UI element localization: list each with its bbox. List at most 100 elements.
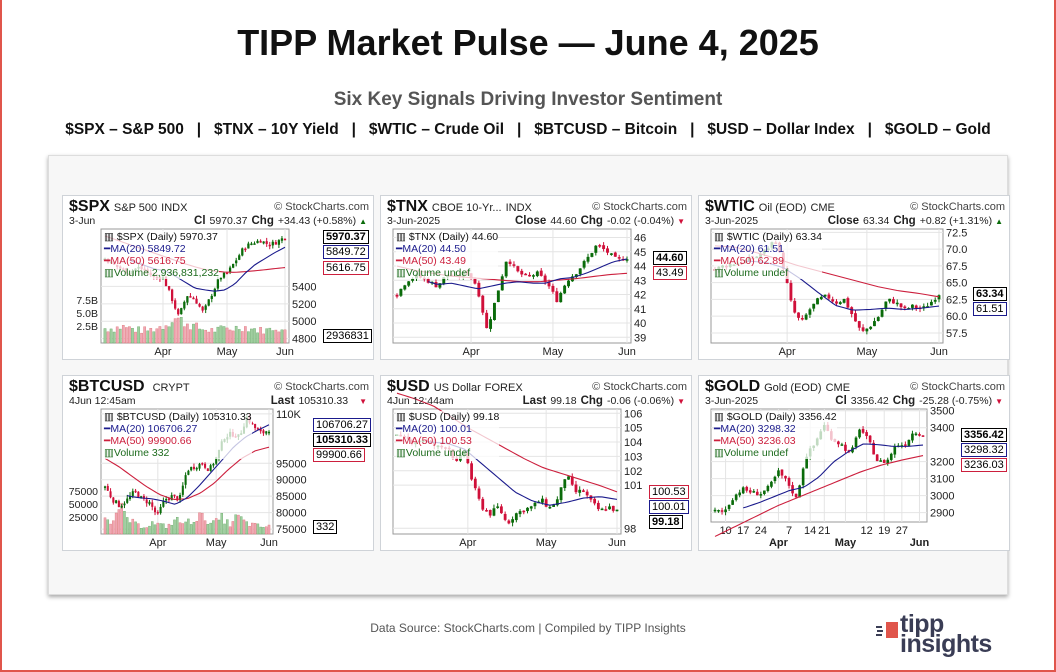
chg-label: Chg: [893, 215, 916, 227]
candle-up: [884, 301, 888, 309]
quote-date: 3-Jun-2025: [705, 215, 759, 227]
stockcharts-credit[interactable]: © StockCharts.com: [274, 201, 369, 213]
value-tag-last: 44.60: [653, 250, 687, 265]
candle-down: [904, 444, 907, 446]
candle-down: [198, 303, 201, 307]
volume-bar: [198, 328, 201, 344]
candle-up: [190, 467, 193, 471]
ticker-symbol[interactable]: $GOLD: [705, 378, 761, 395]
legend-text: MA(50) 43.49: [402, 255, 466, 267]
chart-card-btcusd[interactable]: 75000 80000 85000 90000 95000 110K Apr May Jun 25…: [62, 375, 374, 551]
chart-card-spx[interactable]: 4800 5000 5200 5400 Apr May Jun 2.5B 5.0B 7.5B $SP…: [62, 195, 374, 360]
value-tag-last: 5970.37: [323, 229, 369, 244]
stockcharts-credit[interactable]: © StockCharts.com: [910, 201, 1005, 213]
stockcharts-credit[interactable]: © StockCharts.com: [592, 381, 687, 393]
volume-bar: [173, 519, 176, 535]
legend-text: MA(50) 3236.03: [720, 435, 796, 447]
candle-down: [142, 495, 145, 499]
y-tick-label: 106: [624, 408, 642, 420]
line-swatch-icon: ━: [714, 423, 721, 435]
candle-down: [134, 490, 137, 493]
legend-main: ▥ $SPX (Daily) 5970.37: [104, 231, 220, 243]
candle-up: [489, 319, 493, 329]
volume-bar: [189, 524, 193, 535]
candle-down: [470, 463, 473, 480]
candle-down: [177, 309, 180, 315]
volume-bar: [134, 331, 137, 344]
candle-down: [283, 238, 287, 241]
y-tick-label: 65.0: [946, 278, 967, 290]
stockcharts-credit[interactable]: © StockCharts.com: [592, 201, 687, 213]
ticker-symbol[interactable]: $SPX: [69, 198, 110, 215]
volume-bar: [222, 326, 226, 344]
chg-value: +0.82 (+1.31%): [919, 215, 993, 227]
y-tick-label: 95000: [276, 458, 307, 470]
candle-up: [869, 326, 873, 329]
volume-bar: [206, 523, 210, 535]
y-tick-label: 3500: [930, 406, 954, 418]
ticker-symbol[interactable]: $USD: [387, 378, 430, 395]
ticker-symbol[interactable]: $WTIC: [705, 198, 755, 215]
legend-ma50: ━MA(50) 100.53: [396, 435, 500, 447]
instrument-name: Oil (EOD): [758, 202, 807, 214]
line-swatch-icon: ━: [104, 435, 111, 447]
x-tick-label: 21: [818, 525, 830, 537]
legend-volume: ▥Volume undef: [396, 267, 499, 279]
y-tick-label: 3000: [930, 491, 954, 503]
candle-up: [179, 495, 182, 501]
y-tick-label: 102: [624, 466, 642, 478]
close-label: Close: [827, 215, 860, 227]
chart-card-usd[interactable]: 98 101 102 103 104 105 106 Apr May Jun $USD US Doll…: [380, 375, 692, 551]
legend-ma20: ━MA(20) 106706.27: [104, 423, 252, 435]
volume-bar: [213, 331, 217, 344]
candle-up: [442, 277, 446, 284]
legend-ma50: ━MA(50) 43.49: [396, 255, 499, 267]
candle-down: [259, 429, 262, 432]
legend-text: MA(20) 106706.27: [110, 423, 198, 435]
y-tick-label: 41: [634, 304, 646, 316]
candle-up: [277, 240, 281, 245]
page-title: TIPP Market Pulse — June 4, 2025: [237, 22, 819, 63]
chg-label: Chg: [580, 215, 603, 227]
ma20-line: [428, 258, 628, 290]
candle-up: [186, 296, 189, 303]
quote-change: Cl 5970.37 Chg +34.43 (+0.58%) ▲: [190, 215, 367, 228]
chart-legend: ▥ $BTCUSD (Daily) 105310.33 ━MA(20) 10670…: [104, 411, 252, 459]
candle-down: [574, 484, 578, 493]
legend-ma20: ━MA(20) 5849.72: [104, 243, 220, 255]
candle-down: [837, 441, 840, 445]
stockcharts-credit[interactable]: © StockCharts.com: [274, 381, 369, 393]
chart-card-gold[interactable]: 2900 3000 3100 3200 3400 3500 10 17 24 Apr 7 14 21 Ma…: [698, 375, 1010, 551]
candle-up: [120, 506, 123, 508]
candle-down: [204, 463, 207, 468]
candle-up: [586, 256, 590, 262]
x-tick-label: Apr: [154, 346, 171, 358]
y-tick-label: 103: [624, 451, 642, 463]
logo-text-tipp: tipp: [900, 610, 944, 638]
legend-text: $GOLD (Daily) 3356.42: [726, 411, 837, 423]
ticker-symbol[interactable]: $BTCUSD: [69, 378, 145, 395]
chart-card-wtic[interactable]: 57.5 60.0 62.5 65.0 67.5 70.0 72.5 Apr May Jun $WT…: [698, 195, 1010, 360]
candle-down: [508, 261, 512, 264]
volume-bar: [201, 329, 204, 344]
chart-card-tnx[interactable]: 39 40 41 42 43 44 45 46 Apr May Jun $TNX CBOE 10-Yr.…: [380, 195, 692, 360]
legend-main: ▥ $GOLD (Daily) 3356.42: [714, 411, 837, 423]
line-swatch-icon: ━: [396, 243, 403, 255]
candle-down: [593, 498, 597, 504]
candle-up: [210, 295, 213, 299]
volume-bar: [137, 326, 140, 344]
candle-up: [563, 285, 567, 294]
value-tag-ma20: 100.01: [649, 499, 689, 514]
quote-change: Last 99.18 Chg -0.06 (-0.06%) ▼: [519, 395, 685, 408]
candle-down: [503, 513, 507, 520]
volume-bar: [164, 528, 168, 535]
candle-down: [604, 509, 608, 511]
candle-up: [216, 279, 220, 289]
ticker-symbol[interactable]: $TNX: [387, 198, 428, 215]
volume-bar: [251, 522, 254, 535]
stockcharts-credit[interactable]: © StockCharts.com: [910, 381, 1005, 393]
candle-up: [235, 260, 238, 264]
x-tick-label: 27: [896, 525, 908, 537]
chart-header: $TNX CBOE 10-Yr... INDX: [387, 198, 532, 216]
candle-down: [827, 294, 831, 299]
